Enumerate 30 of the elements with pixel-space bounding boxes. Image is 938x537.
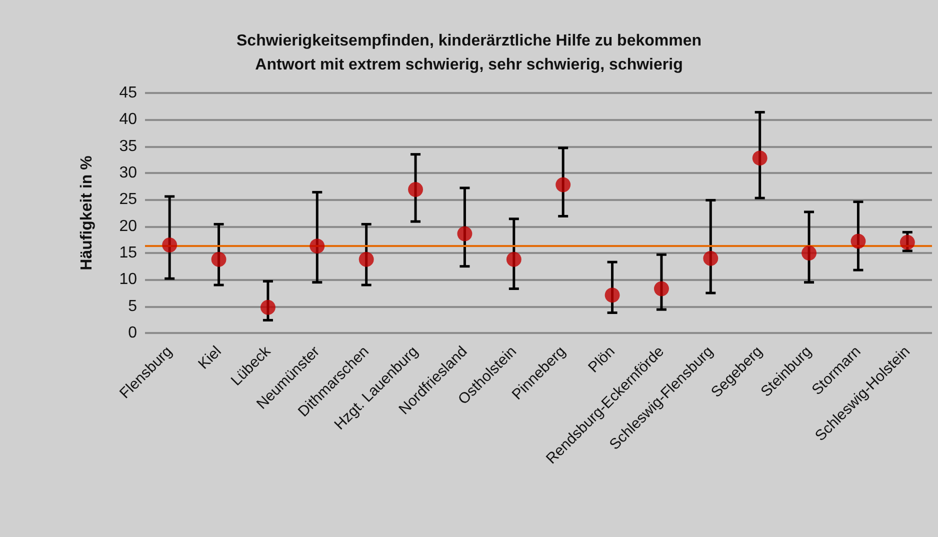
y-tick-label: 40 — [119, 111, 138, 128]
point — [900, 234, 915, 250]
point — [703, 250, 718, 266]
point — [310, 238, 325, 254]
point — [162, 238, 178, 252]
point — [850, 234, 866, 249]
point — [457, 226, 472, 242]
y-axis-title: Häufigkeit in % — [78, 156, 96, 270]
point — [211, 252, 226, 267]
chart-title: Schwierigkeitsempfinden, kinderärztliche Hilfe zu bekommen — [236, 32, 702, 50]
chart-subtitle: Antwort mit extrem schwierig, sehr schwierig, schwierig — [255, 56, 683, 74]
y-tick-label: 15 — [119, 244, 138, 262]
x-tick-label: Kiel — [195, 342, 225, 373]
y-tick-label: 25 — [119, 191, 138, 208]
y-tick-label: 0 — [128, 324, 138, 342]
point — [556, 177, 571, 192]
point — [506, 252, 522, 267]
y-tick-label: 30 — [119, 164, 138, 182]
point — [654, 281, 669, 296]
y-tick-label: 20 — [119, 218, 138, 235]
y-tick-label: 45 — [119, 84, 138, 102]
point — [260, 300, 276, 315]
point — [802, 246, 817, 260]
y-tick-label: 35 — [119, 138, 138, 155]
point — [604, 288, 620, 303]
y-tick-label: 10 — [119, 271, 138, 288]
y-tick-label: 5 — [128, 298, 138, 315]
point — [752, 150, 768, 166]
point — [358, 252, 374, 267]
point — [408, 182, 424, 198]
